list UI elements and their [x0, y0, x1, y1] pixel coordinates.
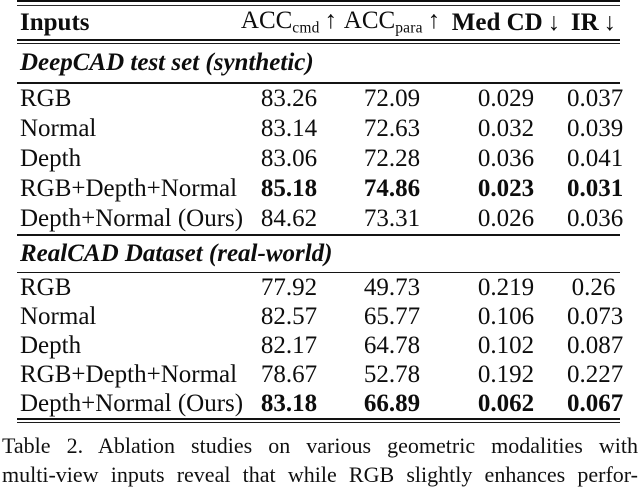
cell-input: RGB: [20, 273, 72, 301]
table-bottom-rule: [17, 418, 620, 424]
header-acc-cmd-subscript: cmd: [292, 19, 320, 37]
cell-input: Normal: [20, 114, 97, 142]
cell-acc-para: 49.73: [363, 273, 421, 301]
cell-med-cd: 0.192: [477, 360, 535, 388]
table-row: Normal 82.57 65.77 0.106 0.073: [17, 302, 624, 331]
section-title: DeepCAD test set (synthetic): [20, 49, 314, 76]
cell-acc-cmd: 82.57: [260, 302, 318, 330]
cell-med-cd: 0.026: [477, 204, 535, 232]
cell-acc-para: 72.28: [363, 144, 421, 172]
ablation-table: Inputs ACCcmd ↑ ACCpara ↑ Med CD ↓ IR ↓ Deep…: [17, 0, 624, 424]
table-rule: [17, 82, 620, 84]
table-row: RGB 83.26 72.09 0.029 0.037: [17, 84, 624, 114]
header-acc-cmd: ACCcmd ↑: [239, 7, 339, 38]
cell-med-cd: 0.062: [477, 389, 535, 417]
up-arrow-icon: ↑: [427, 7, 441, 35]
cell-acc-para: 66.89: [363, 389, 421, 417]
cell-acc-para: 73.31: [363, 204, 421, 232]
table-caption: Table 2. Ablation studies on various geo…: [2, 431, 638, 489]
caption-line-1: Table 2. Ablation studies on various geo…: [2, 433, 638, 459]
table-row: RGB 77.92 49.73 0.219 0.26: [17, 273, 620, 302]
table-top-rule: [17, 0, 620, 6]
cell-ir: 0.087: [567, 331, 624, 359]
cell-acc-para: 65.77: [363, 302, 421, 330]
cell-acc-cmd: 83.18: [260, 389, 318, 417]
up-arrow-icon: ↑: [324, 7, 338, 35]
cell-med-cd: 0.023: [477, 174, 535, 202]
table-row: RGB+Depth+Normal 78.67 52.78 0.192 0.227: [17, 360, 624, 389]
table-header-row: Inputs ACCcmd ↑ ACCpara ↑ Med CD ↓ IR ↓: [17, 6, 620, 39]
down-arrow-icon: ↓: [547, 8, 561, 36]
table-row: Depth+Normal (Ours) 83.18 66.89 0.062 0.…: [17, 389, 624, 418]
table-row: Depth 82.17 64.78 0.102 0.087: [17, 331, 624, 360]
cell-ir: 0.039: [567, 114, 624, 142]
cell-input: Depth+Normal (Ours): [20, 389, 244, 417]
table-header-rule: [17, 39, 620, 44]
cell-ir: 0.036: [567, 204, 624, 232]
cell-med-cd: 0.029: [477, 84, 535, 112]
cell-acc-cmd: 77.92: [260, 273, 318, 301]
cell-acc-cmd: 83.26: [260, 84, 318, 112]
cell-input: RGB+Depth+Normal: [20, 174, 238, 202]
header-acc-cmd-label: ACC: [240, 7, 293, 35]
header-ir: IR ↓: [567, 9, 620, 37]
cell-med-cd: 0.219: [477, 273, 535, 301]
header-inputs: Inputs: [20, 8, 90, 36]
cell-med-cd: 0.032: [477, 114, 535, 142]
header-ir-label: IR: [570, 8, 599, 36]
cell-acc-cmd: 84.62: [260, 204, 318, 232]
cell-input: Normal: [20, 302, 97, 330]
cell-ir: 0.041: [567, 144, 624, 172]
header-acc-para: ACCpara ↑: [339, 7, 445, 38]
cell-med-cd: 0.036: [477, 144, 535, 172]
header-med-cd: Med CD ↓: [445, 9, 567, 37]
cell-acc-cmd: 83.06: [260, 144, 318, 172]
cell-acc-cmd: 82.17: [260, 331, 318, 359]
table-row: Normal 83.14 72.63 0.032 0.039: [17, 114, 624, 144]
cell-input: Depth: [20, 331, 82, 359]
cell-acc-cmd: 85.18: [260, 174, 318, 202]
header-med-cd-label: Med CD: [451, 8, 543, 36]
cell-input: Depth+Normal (Ours): [20, 204, 244, 232]
cell-ir: 0.031: [567, 174, 624, 202]
header-acc-para-subscript: para: [395, 19, 423, 37]
down-arrow-icon: ↓: [603, 8, 617, 36]
cell-med-cd: 0.102: [477, 331, 535, 359]
cell-ir: 0.073: [567, 302, 624, 330]
table-rule: [17, 271, 620, 274]
section-header-deepcad: DeepCAD test set (synthetic): [17, 44, 620, 82]
table-row: Depth+Normal (Ours) 84.62 73.31 0.026 0.…: [17, 204, 624, 234]
cell-ir: 0.26: [571, 273, 616, 301]
cell-acc-cmd: 78.67: [260, 360, 318, 388]
cell-acc-para: 64.78: [363, 331, 421, 359]
table-rule: [17, 233, 620, 236]
cell-input: Depth: [20, 144, 82, 172]
cell-input: RGB+Depth+Normal: [20, 360, 238, 388]
cell-ir: 0.227: [567, 360, 624, 388]
section-title: RealCAD Dataset (real-world): [20, 239, 333, 267]
cell-acc-para: 52.78: [363, 360, 421, 388]
cell-acc-para: 72.63: [363, 114, 421, 142]
caption-line-2: multi-view inputs reveal that while RGB …: [2, 462, 638, 488]
cell-acc-para: 74.86: [363, 174, 421, 202]
cell-ir: 0.037: [567, 84, 624, 112]
cell-input: RGB: [20, 84, 72, 112]
cell-acc-cmd: 83.14: [260, 114, 318, 142]
cell-acc-para: 72.09: [363, 84, 421, 112]
cell-ir: 0.067: [567, 389, 624, 417]
table-row: Depth 83.06 72.28 0.036 0.041: [17, 144, 624, 174]
cell-med-cd: 0.106: [477, 302, 535, 330]
table-row: RGB+Depth+Normal 85.18 74.86 0.023 0.031: [17, 174, 624, 204]
header-acc-para-label: ACC: [343, 7, 396, 35]
section-header-realcad: RealCAD Dataset (real-world): [17, 236, 620, 272]
